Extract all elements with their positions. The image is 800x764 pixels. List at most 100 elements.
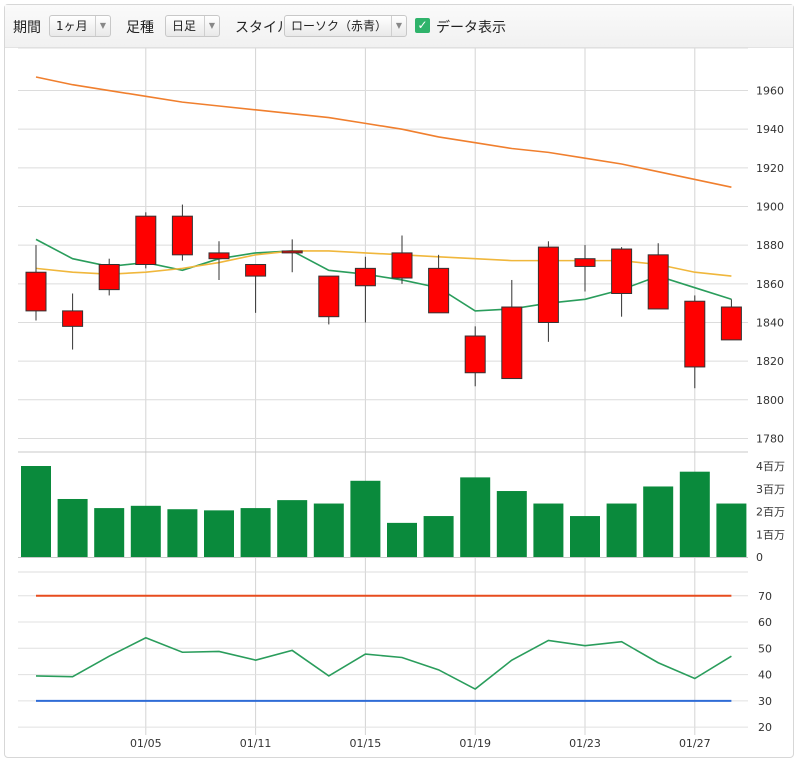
- volume-tick-label: 2百万: [756, 506, 785, 519]
- candlestick: [464, 326, 486, 387]
- volume-bar: [167, 509, 198, 557]
- volume-bar: [716, 503, 747, 557]
- grid: [18, 47, 748, 735]
- volume-tick-label: 1百万: [756, 528, 785, 541]
- candle-body: [98, 263, 120, 291]
- candlestick: [428, 254, 450, 314]
- candlestick: [245, 263, 267, 313]
- volume-bar: [21, 466, 51, 557]
- candle-body: [537, 246, 559, 323]
- candle-body: [62, 310, 84, 327]
- volume-bar: [204, 510, 234, 557]
- candle-body: [464, 335, 486, 374]
- style-dropdown-value: ローソク（赤青）: [291, 19, 388, 33]
- price-tick-label: 1840: [756, 316, 784, 329]
- volume-tick-label: 4百万: [756, 460, 785, 473]
- candle-body: [135, 215, 157, 265]
- candlestick: [281, 239, 303, 273]
- oscillator-line: [35, 636, 732, 690]
- price-tick-label: 1880: [756, 239, 784, 252]
- candle-body: [720, 306, 742, 341]
- style-dropdown[interactable]: ローソク（赤青） ▼: [284, 15, 407, 37]
- candlestick: [684, 295, 706, 389]
- style-label: スタイル: [235, 20, 291, 36]
- candle-body: [647, 254, 669, 310]
- candlestick: [611, 247, 633, 317]
- price-tick-label: 1780: [756, 432, 784, 445]
- volume-bar: [277, 500, 308, 557]
- oscillator-tick-label: 40: [758, 669, 772, 682]
- bar-type-label: 足種: [126, 20, 154, 36]
- axis-labels: 1780 1800 1820 1840 1860 1880 1900 1920 1940 1960…: [130, 85, 785, 750]
- volume-bar: [240, 508, 271, 557]
- candle-body: [318, 275, 340, 318]
- candlestick: [537, 241, 559, 342]
- period-dropdown[interactable]: 1ヶ月 ▼: [49, 15, 111, 37]
- volume-bar: [570, 516, 600, 557]
- bar-type-dropdown[interactable]: 日足 ▼: [165, 15, 220, 37]
- candle-body: [391, 252, 413, 279]
- volume-bar: [350, 480, 381, 557]
- volume-bar: [423, 516, 454, 557]
- x-tick-label: 01/15: [350, 737, 382, 750]
- checkmark-icon: ✓: [417, 18, 428, 32]
- bar-type-dropdown-value: 日足: [172, 19, 197, 33]
- period-label: 期間: [13, 20, 41, 36]
- price-tick-label: 1940: [756, 123, 784, 136]
- candlestick: [208, 241, 230, 280]
- volume-bar: [387, 522, 417, 557]
- price-tick-label: 1900: [756, 201, 784, 214]
- candlestick: [98, 258, 120, 296]
- volume-bar: [643, 486, 674, 557]
- period-dropdown-value: 1ヶ月: [56, 19, 88, 33]
- chevron-down-icon: ▼: [391, 16, 406, 36]
- oscillator: [35, 594, 732, 702]
- oscillator-tick-label: 30: [758, 695, 772, 708]
- price-tick-label: 1800: [756, 394, 784, 407]
- candle-body: [501, 306, 523, 380]
- candlestick: [354, 256, 376, 323]
- candle-body: [245, 263, 267, 277]
- price-tick-label: 1960: [756, 85, 784, 98]
- candlestick: [501, 279, 523, 380]
- x-tick-label: 01/19: [459, 737, 491, 750]
- oscillator-tick-label: 50: [758, 642, 772, 655]
- candle-body: [354, 267, 376, 287]
- oscillator-tick-label: 70: [758, 590, 772, 603]
- x-tick-label: 01/23: [569, 737, 601, 750]
- show-data-label: データ表示: [436, 20, 506, 36]
- candle-body: [684, 300, 706, 368]
- price-tick-label: 1920: [756, 162, 784, 175]
- candlestick: [647, 243, 669, 310]
- x-tick-label: 01/11: [240, 737, 272, 750]
- volume-bar: [57, 498, 88, 557]
- volume-bar: [460, 477, 491, 557]
- volume-bar: [679, 471, 710, 557]
- candlestick: [318, 275, 340, 325]
- volume-bar: [313, 503, 344, 557]
- candlestick: [574, 245, 596, 292]
- show-data-checkbox[interactable]: ✓: [415, 18, 430, 33]
- candlestick: [62, 293, 84, 350]
- volume-tick-label: 0: [756, 551, 763, 564]
- chevron-down-icon: ▼: [204, 16, 219, 36]
- x-tick-label: 01/05: [130, 737, 162, 750]
- price-tick-label: 1820: [756, 355, 784, 368]
- price-tick-label: 1860: [756, 278, 784, 291]
- oscillator-tick-label: 60: [758, 616, 772, 629]
- volume-bar: [496, 491, 527, 557]
- candlesticks: [25, 204, 742, 389]
- volume-bar: [606, 503, 637, 557]
- oscillator-tick-label: 20: [758, 721, 772, 734]
- volume-bar: [533, 503, 564, 557]
- candle-body: [428, 267, 450, 314]
- candlestick: [720, 299, 742, 341]
- candle-body: [281, 250, 303, 254]
- candlestick: [391, 235, 413, 284]
- candle-body: [25, 271, 47, 312]
- candle-body: [171, 215, 193, 256]
- candlestick: [135, 212, 157, 269]
- moving-average-line: [35, 76, 732, 188]
- volume-bars: [21, 466, 747, 557]
